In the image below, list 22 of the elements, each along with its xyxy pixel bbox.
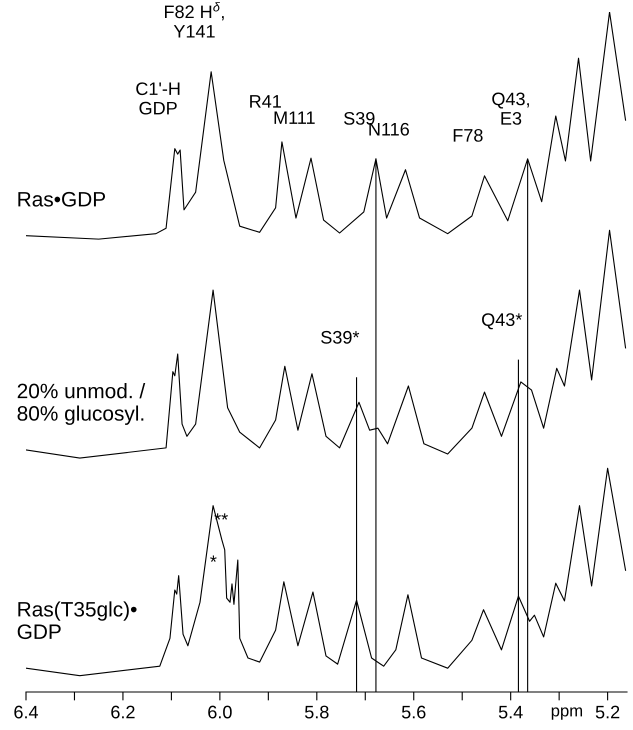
annotation: Q43* [482,313,522,330]
x-tick-label: 6.4 [14,706,38,718]
x-axis-title: ppm [552,707,582,720]
annotation: S39* [321,330,360,344]
x-tick-label: 5.2 [596,706,620,718]
x-tick-label: 5.6 [402,706,426,718]
series-label: Ras(T35glc)• GDP [18,601,137,640]
x-tick-label: 6.0 [208,706,232,718]
x-tick-label: 5.8 [304,706,329,718]
series-label: 20% unmod. / 80% glucosyl. [18,383,146,425]
annotation: F82 H$^{δ}$, Y141 [164,2,224,38]
annotation: C1'-H GDP [136,82,180,115]
annotation: R41 [250,95,281,108]
annotation: * [210,556,217,562]
annotation: S39 [344,112,374,125]
annotation: Q43, E3 [492,92,529,125]
annotation: M111 [274,111,315,124]
annotation: N116 [369,122,409,136]
x-tick-label: 5.4 [498,706,523,718]
series-label: Ras•GDP [18,192,106,207]
annotation: F78 [454,128,483,142]
x-tick-label: 6.2 [111,706,135,718]
